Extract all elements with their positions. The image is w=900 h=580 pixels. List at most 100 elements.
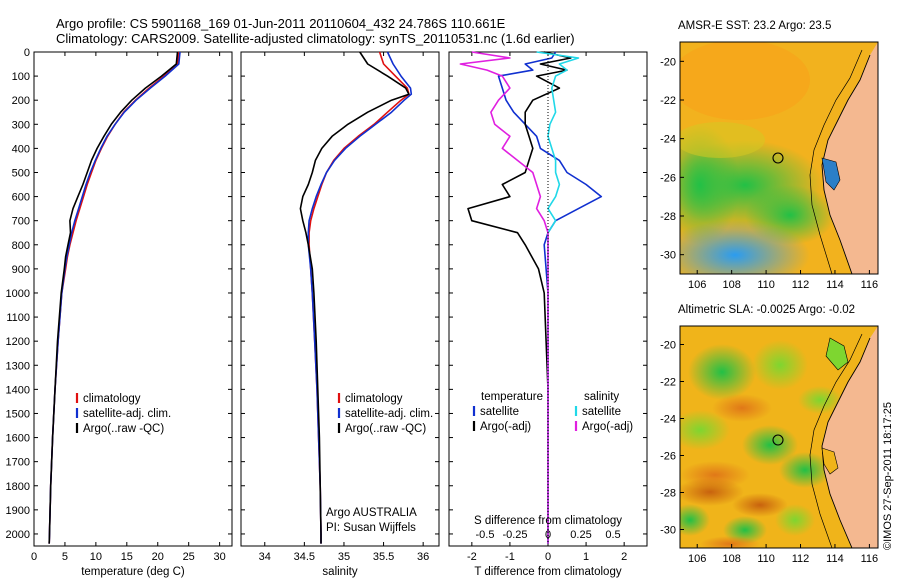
salinity-x-tick-label: 34.5 xyxy=(294,551,315,563)
temperature-plot-frame xyxy=(33,51,233,547)
difference-x-tick-label: 2 xyxy=(621,551,627,563)
sla-lat-tick-label: -26 xyxy=(660,451,676,463)
sla-green-5 xyxy=(742,425,798,465)
sla-argo-marker xyxy=(772,434,784,446)
depth-tick-label: 1600 xyxy=(6,433,30,445)
sla-orange-3 xyxy=(700,536,760,548)
sst-lon-tick-label: 110 xyxy=(757,279,775,291)
sla-lat-tick-label: -20 xyxy=(660,340,676,352)
sla-map-ticks: 106 108 110 112 114 116 -20 -22 -24 -26 -28 -30 xyxy=(660,340,878,566)
sla-lon-tick-label: 110 xyxy=(757,553,775,565)
difference-legend-label: satellite xyxy=(480,406,519,418)
depth-tick-label: 1200 xyxy=(6,336,30,348)
difference-x-tick-label: -2 xyxy=(467,551,477,563)
salinity-legend-label: climatology xyxy=(345,393,403,405)
sst-map-frame xyxy=(679,41,879,275)
depth-tick-label: 1700 xyxy=(6,457,30,469)
sst-cold-patch xyxy=(680,220,810,274)
difference-x-tick-label: 0 xyxy=(545,551,551,563)
depth-tick-label: 400 xyxy=(12,143,30,155)
depth-tick-label: 1400 xyxy=(6,384,30,396)
sst-lat-tick-label: -28 xyxy=(660,211,676,223)
difference-x-tick-label: -1 xyxy=(505,551,515,563)
sla-green-3 xyxy=(798,386,842,414)
sla-lon-tick-label: 114 xyxy=(826,553,844,565)
depth-tick-label: 100 xyxy=(12,71,30,83)
depth-tick-label: 500 xyxy=(12,167,30,179)
sst-map-ticks: 106 108 110 112 114 116 -20 -22 -24 -26 -28 -30 xyxy=(660,56,878,291)
temperature-x-tick-label: 15 xyxy=(121,551,133,563)
difference-legend-label: satellite xyxy=(582,406,621,418)
depth-tick-label: 1000 xyxy=(6,288,30,300)
sst-lon-tick-label: 114 xyxy=(826,279,844,291)
argo-pi-annotation: PI: Susan Wijffels xyxy=(326,522,416,534)
sla-green-2 xyxy=(752,340,808,390)
sla-map-title: Altimetric SLA: -0.0025 Argo: -0.02 xyxy=(678,304,856,316)
difference-panel: -2 -1 0 1 2T difference from climatology S di… xyxy=(448,51,648,578)
temperature-x-axis-label: temperature (deg C) xyxy=(81,566,185,578)
depth-tick-label: 2000 xyxy=(6,529,30,541)
sla-green-7 xyxy=(680,504,710,536)
salinity-difference-tick-label: -0.5 xyxy=(476,529,495,541)
salinity-x-tick-label: 35 xyxy=(338,551,350,563)
temperature-x-tick-label: 10 xyxy=(90,551,102,563)
sst-argo-marker xyxy=(772,152,784,164)
salinity-panel: 34 34.5 35 35.5 36 salinity climatology satelli… xyxy=(240,51,440,578)
sla-shelf-contour xyxy=(809,333,863,548)
sst-lat-tick-label: -20 xyxy=(660,56,676,68)
sst-lat-tick-label: -24 xyxy=(660,134,676,146)
depth-tick-label: 1900 xyxy=(6,505,30,517)
difference-legend-label: Argo(-adj) xyxy=(480,421,531,433)
sla-green-1 xyxy=(688,344,756,400)
salinity-x-axis-label: salinity xyxy=(322,566,357,578)
salinity-difference-tick-label: -0.25 xyxy=(502,529,527,541)
sst-warm-patch xyxy=(680,42,810,120)
salinity-legend-label: Argo(..raw -QC) xyxy=(345,423,426,435)
temperature-x-tick-label: 5 xyxy=(62,551,68,563)
temperature-legend-label: Argo(..raw -QC) xyxy=(83,423,164,435)
salinity-difference-tick-label: 0.25 xyxy=(570,529,591,541)
sst-lon-tick-label: 116 xyxy=(861,279,879,291)
salinity-x-tick-label: 35.5 xyxy=(373,551,394,563)
difference-x-tick-label: 1 xyxy=(583,551,589,563)
sst-lat-tick-label: -30 xyxy=(660,250,676,262)
sla-coastline xyxy=(821,337,871,548)
depth-tick-label: 1300 xyxy=(6,360,30,372)
depth-tick-label: 1800 xyxy=(6,481,30,493)
sla-lon-tick-label: 108 xyxy=(722,553,740,565)
sla-lon-tick-label: 106 xyxy=(688,553,706,565)
figure-title-line1: Argo profile: CS 5901168_169 01-Jun-2011… xyxy=(56,16,506,31)
sst-lon-tick-label: 112 xyxy=(792,279,810,291)
sst-lat-tick-label: -26 xyxy=(660,172,676,184)
salinity-difference-axis-label: S difference from climatology xyxy=(474,515,622,527)
temperature-x-tick-label: 20 xyxy=(152,551,164,563)
temperature-x-tick-label: 0 xyxy=(31,551,37,563)
sla-lat-tick-label: -24 xyxy=(660,414,676,426)
sla-lat-tick-label: -28 xyxy=(660,488,676,500)
sst-lat-tick-label: -22 xyxy=(660,95,676,107)
sla-lat-tick-label: -22 xyxy=(660,377,676,389)
salinity-x-tick-label: 34 xyxy=(259,551,271,563)
salinity-difference-tick-label: 0 xyxy=(545,529,551,541)
depth-tick-label: 200 xyxy=(12,95,30,107)
sst-yellow-band xyxy=(680,122,765,158)
sla-green-4 xyxy=(680,410,730,450)
salinity-series-1 xyxy=(307,51,413,544)
temperature-legend-label: climatology xyxy=(83,393,141,405)
difference-x-axis-label: T difference from climatology xyxy=(474,566,621,578)
salinity-x-tick-label: 36 xyxy=(417,551,429,563)
depth-tick-label: 600 xyxy=(12,192,30,204)
sla-map-frame xyxy=(679,325,879,549)
temperature-series-2 xyxy=(48,51,179,544)
sla-brown-2 xyxy=(732,493,788,517)
sla-green-6 xyxy=(779,452,831,488)
sst-shelf-contour xyxy=(809,49,863,274)
temperature-panel: 0 5 10 15 20 25 300100200300400500600700800900… xyxy=(6,47,233,578)
sst-shark-bay xyxy=(821,157,841,191)
depth-tick-label: 1100 xyxy=(6,312,30,324)
sla-lon-tick-label: 112 xyxy=(792,553,810,565)
sla-land xyxy=(822,326,878,548)
difference-legend-label: Argo(-adj) xyxy=(582,421,633,433)
sst-lon-tick-label: 108 xyxy=(722,279,740,291)
sla-lon-tick-label: 116 xyxy=(861,553,879,565)
